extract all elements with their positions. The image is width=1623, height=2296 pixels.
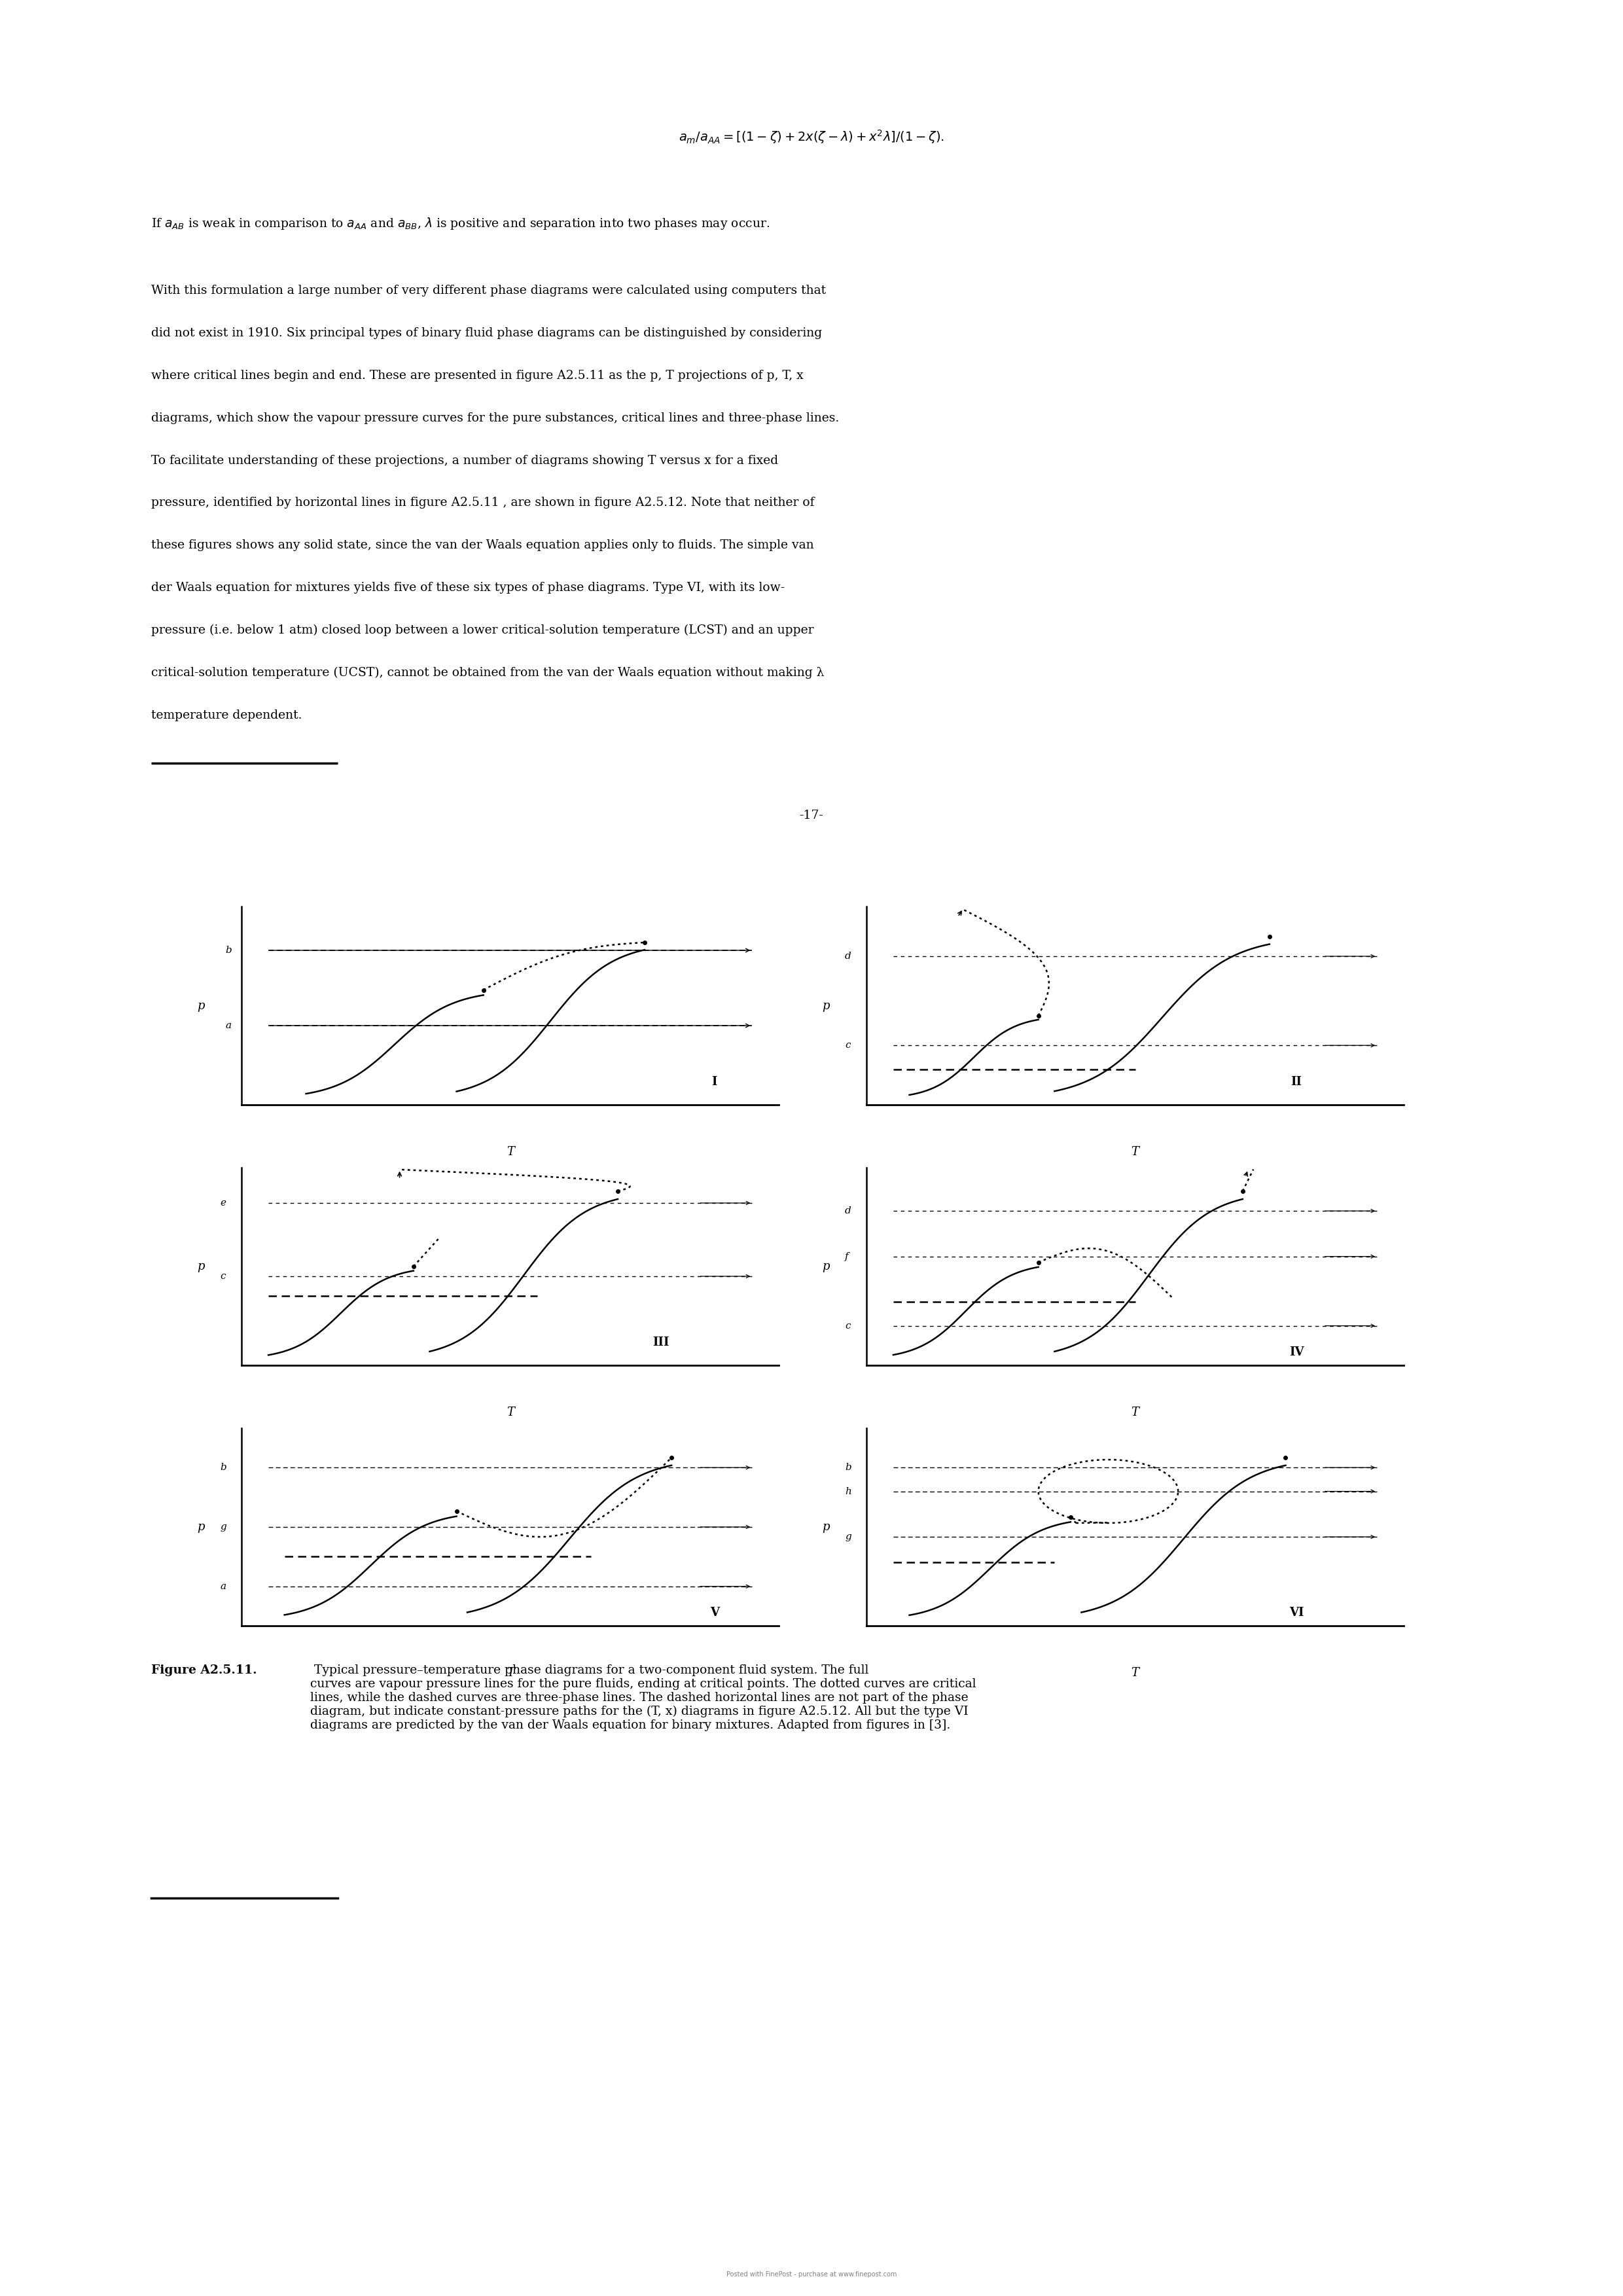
Text: p: p (821, 1520, 829, 1534)
Text: T: T (1131, 1407, 1139, 1419)
Text: d: d (846, 951, 850, 960)
Text: With this formulation a large number of very different phase diagrams were calcu: With this formulation a large number of … (151, 285, 826, 296)
Text: g: g (221, 1522, 226, 1531)
Text: To facilitate understanding of these projections, a number of diagrams showing T: To facilitate understanding of these pro… (151, 455, 777, 466)
Text: T: T (1131, 1146, 1139, 1157)
Text: temperature dependent.: temperature dependent. (151, 709, 302, 721)
Text: h: h (846, 1488, 852, 1497)
Text: T: T (506, 1407, 514, 1419)
Text: -17-: -17- (800, 810, 823, 822)
Text: Posted with FinePost - purchase at www.finepost.com: Posted with FinePost - purchase at www.f… (727, 2271, 896, 2278)
Text: these figures shows any solid state, since the van der Waals equation applies on: these figures shows any solid state, sin… (151, 540, 813, 551)
Text: T: T (506, 1146, 514, 1157)
Text: critical-solution temperature (UCST), cannot be obtained from the van der Waals : critical-solution temperature (UCST), ca… (151, 668, 824, 680)
Text: $a_m/a_{AA} = [(1-\zeta) + 2x(\zeta - \lambda) + x^2\lambda]/(1-\zeta).$: $a_m/a_{AA} = [(1-\zeta) + 2x(\zeta - \l… (678, 129, 945, 145)
Text: p: p (821, 999, 829, 1013)
Text: IV: IV (1289, 1345, 1303, 1359)
Text: p: p (196, 1520, 204, 1534)
Text: T: T (506, 1667, 514, 1678)
Text: pressure, identified by horizontal lines in figure A2.5.11 , are shown in figure: pressure, identified by horizontal lines… (151, 498, 815, 510)
Text: pressure (i.e. below 1 atm) closed loop between a lower critical-solution temper: pressure (i.e. below 1 atm) closed loop … (151, 625, 813, 636)
Text: V: V (709, 1607, 719, 1619)
Text: p: p (196, 1261, 204, 1272)
Text: d: d (846, 1205, 850, 1215)
Text: a: a (226, 1022, 232, 1031)
Text: III: III (652, 1336, 669, 1348)
Text: I: I (712, 1077, 717, 1088)
Text: did not exist in 1910. Six principal types of binary fluid phase diagrams can be: did not exist in 1910. Six principal typ… (151, 328, 821, 340)
Text: c: c (846, 1320, 850, 1329)
Text: p: p (196, 999, 204, 1013)
Text: a: a (221, 1582, 226, 1591)
Text: where critical lines begin and end. These are presented in figure A2.5.11 as the: where critical lines begin and end. Thes… (151, 370, 803, 381)
Text: p: p (821, 1261, 829, 1272)
Text: Figure A2.5.11.: Figure A2.5.11. (151, 1665, 256, 1676)
Text: II: II (1290, 1077, 1302, 1088)
Text: e: e (221, 1199, 226, 1208)
Text: g: g (846, 1531, 850, 1541)
Text: c: c (846, 1040, 850, 1049)
Text: T: T (1131, 1667, 1139, 1678)
Text: der Waals equation for mixtures yields five of these six types of phase diagrams: der Waals equation for mixtures yields f… (151, 583, 784, 595)
Text: b: b (221, 1463, 226, 1472)
Text: c: c (221, 1272, 226, 1281)
Text: b: b (846, 1463, 850, 1472)
Text: VI: VI (1289, 1607, 1303, 1619)
Text: b: b (226, 946, 232, 955)
Text: diagrams, which show the vapour pressure curves for the pure substances, critica: diagrams, which show the vapour pressure… (151, 413, 839, 425)
Text: If $a_{AB}$ is weak in comparison to $a_{AA}$ and $a_{BB}$, $\lambda$ is positiv: If $a_{AB}$ is weak in comparison to $a_… (151, 216, 769, 232)
Text: f: f (846, 1251, 849, 1261)
Text: Typical pressure–temperature phase diagrams for a two-component fluid system. Th: Typical pressure–temperature phase diagr… (310, 1665, 975, 1731)
